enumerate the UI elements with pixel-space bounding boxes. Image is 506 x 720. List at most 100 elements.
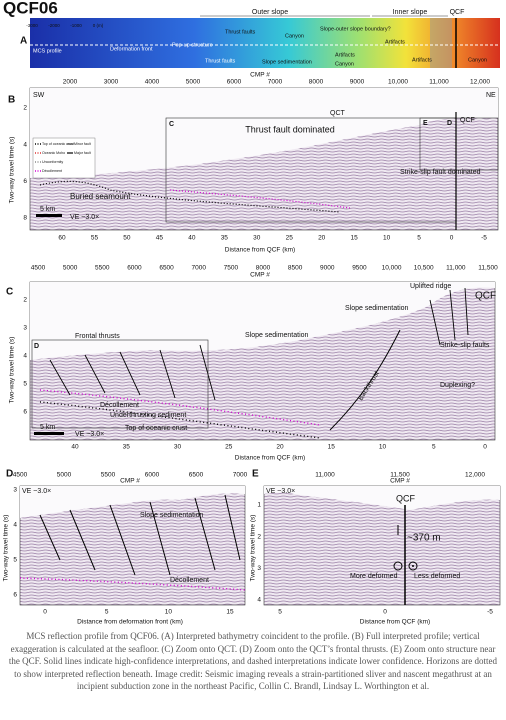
annotation: Slope sedimentation: [345, 305, 409, 312]
tick-label: 4: [13, 522, 17, 529]
tick-label: 6000: [145, 472, 160, 479]
annotation: Slope sedimentation: [262, 59, 312, 65]
tick-label: 6500: [189, 472, 204, 479]
zoom-box: [419, 117, 499, 171]
tick-label: 5: [278, 609, 282, 616]
annotation: Uplifted ridge: [410, 283, 451, 290]
axis-title: CMP #: [250, 72, 270, 79]
annotation: Buried seamount: [70, 192, 131, 201]
annotation: Artifacts: [412, 57, 432, 63]
tick-label: 2: [257, 533, 261, 540]
tick-label: 3000: [104, 79, 119, 86]
tick-label: 10: [165, 609, 173, 616]
tick-label: 30: [174, 444, 182, 451]
tick-label: 15: [226, 609, 234, 616]
faults: [49, 287, 469, 401]
out-of-page-dot: [412, 565, 414, 567]
annotation: Inner slope: [393, 9, 428, 16]
scale-bar: [34, 432, 64, 435]
crust-horizon: [39, 180, 341, 213]
annotation: MCS profile: [33, 48, 62, 54]
annotation: Artifacts: [385, 39, 405, 45]
annotation: Strike-slip fault dominated: [400, 169, 481, 176]
tick-label: 25: [225, 444, 233, 451]
tick-label: 5000: [63, 265, 78, 272]
tick-label: 35: [221, 235, 229, 242]
tick-label: 11,000: [315, 472, 335, 479]
panel-label: D: [6, 469, 13, 480]
annotation: 5 km: [40, 206, 55, 213]
annotation: D: [447, 120, 452, 127]
tick-label: 7000: [233, 472, 248, 479]
tick-label: 10: [379, 444, 387, 451]
annotation: Outer slope: [252, 9, 288, 16]
tick-label: 4: [23, 141, 27, 148]
tick-label: 0: [450, 235, 454, 242]
tick-label: 5: [105, 609, 109, 616]
axis-title: Two-way travel time (s): [3, 515, 10, 582]
tick-label: 6: [13, 592, 17, 599]
axis-title: Two-way travel time (s): [9, 137, 16, 204]
annotation: VE ~3.0×: [22, 488, 51, 495]
tick-label: 1: [257, 502, 261, 509]
tick-label: 4000: [145, 79, 160, 86]
crust-horizon: [39, 401, 321, 439]
tick-label: 5500: [95, 265, 110, 272]
tick-label: 6000: [127, 265, 142, 272]
tick-label: 7000: [268, 79, 283, 86]
annotation: NE: [486, 92, 496, 99]
annotation: Canyon: [335, 61, 354, 67]
tick-label: 25: [286, 235, 294, 242]
annotation: More deformed: [350, 573, 398, 580]
tick-label: 4500: [13, 472, 28, 479]
tick-label: 35: [123, 444, 131, 451]
tick-label: -5: [487, 609, 493, 616]
decollement: [39, 389, 321, 426]
tick-label: 5000: [186, 79, 201, 86]
tick-label: 3: [23, 325, 27, 332]
annotation: Décollement: [100, 402, 139, 409]
tick-label: 40: [188, 235, 196, 242]
tick-label: 0: [43, 609, 47, 616]
tick-label: 8000: [309, 79, 324, 86]
annotation: QCF: [396, 493, 416, 503]
tick-label: 9500: [352, 265, 367, 272]
legend-label: Minor fault: [74, 142, 91, 146]
tick-label: 6: [23, 178, 27, 185]
seismic-image: [263, 485, 501, 606]
tick-label: 7000: [191, 265, 206, 272]
annotation: QCF: [450, 9, 465, 16]
tick-label: 5000: [57, 472, 72, 479]
into-page: [393, 561, 403, 571]
tick-label: 5: [13, 557, 17, 564]
water-column: [20, 486, 245, 518]
colorbar-label: -2000: [48, 23, 60, 28]
annotation: Slope sedimentation: [140, 512, 204, 519]
bathymetry: [30, 18, 500, 68]
annotation: Frontal thrusts: [75, 333, 120, 340]
scale-bar: [36, 214, 62, 217]
tick-label: 60: [58, 235, 66, 242]
tick-label: 9000: [350, 79, 365, 86]
axis-title: Two-way travel time (s): [9, 337, 16, 404]
annotation: VE ~3.0×: [75, 431, 104, 438]
axis-title: Two-way travel time (s): [250, 515, 257, 582]
annotation: E: [423, 120, 428, 127]
backthrust: [329, 329, 401, 431]
tick-label: 11,500: [390, 472, 410, 479]
tick-label: 11,000: [429, 79, 449, 86]
legend-label: Unconformity: [42, 160, 63, 164]
tick-label: 5500: [101, 472, 116, 479]
figure: QCF06 A Outer slope Inner slope QCF MCS …: [3, 0, 501, 626]
figure-title: QCF06: [3, 0, 58, 17]
tick-label: 8000: [256, 265, 271, 272]
tick-label: 2: [23, 297, 27, 304]
caption: MCS reflection profile from QCF06. (A) I…: [8, 631, 498, 692]
annotation: QCF: [475, 291, 496, 302]
tick-label: 7500: [224, 265, 239, 272]
annotation: Pop-up structure: [172, 42, 213, 48]
axis-title: Distance from QCF (km): [235, 455, 305, 462]
annotation: SW: [33, 92, 45, 99]
annotation: Slope-outer slope boundary?: [320, 26, 391, 32]
tick-label: 10: [383, 235, 391, 242]
